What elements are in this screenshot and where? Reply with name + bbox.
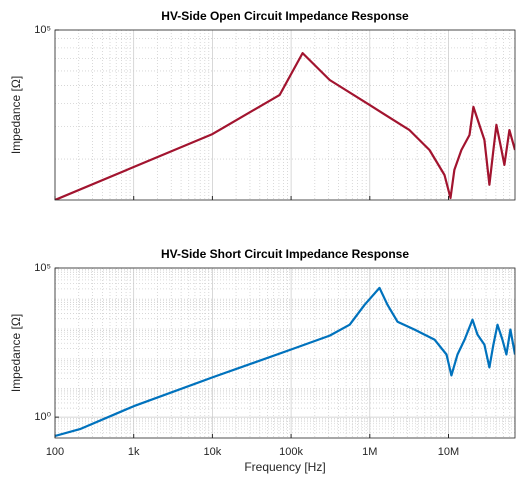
x-tick-label: 1k xyxy=(128,446,140,458)
x-tick-label: 1M xyxy=(362,446,377,458)
x-tick-label: 10k xyxy=(204,446,222,458)
plot-area xyxy=(55,30,515,200)
x-axis-label: Frequency [Hz] xyxy=(244,460,325,474)
x-tick-label: 10M xyxy=(438,446,459,458)
y-tick-label: 10⁵ xyxy=(34,24,51,36)
y-tick-label: 10⁵ xyxy=(34,262,51,274)
x-tick-label: 100 xyxy=(46,446,64,458)
chart-title: HV-Side Short Circuit Impedance Response xyxy=(161,247,409,261)
plot-area xyxy=(55,268,515,438)
data-line xyxy=(55,286,515,438)
y-axis-label: Impedance [Ω] xyxy=(9,76,23,154)
x-tick-label: 100k xyxy=(279,446,303,458)
y-tick-label: 10⁰ xyxy=(34,411,51,423)
y-axis-label: Impedance [Ω] xyxy=(9,314,23,392)
chart-title: HV-Side Open Circuit Impedance Response xyxy=(161,9,409,23)
axes-box xyxy=(54,267,516,439)
axes-box xyxy=(54,29,516,201)
data-line xyxy=(55,52,515,200)
